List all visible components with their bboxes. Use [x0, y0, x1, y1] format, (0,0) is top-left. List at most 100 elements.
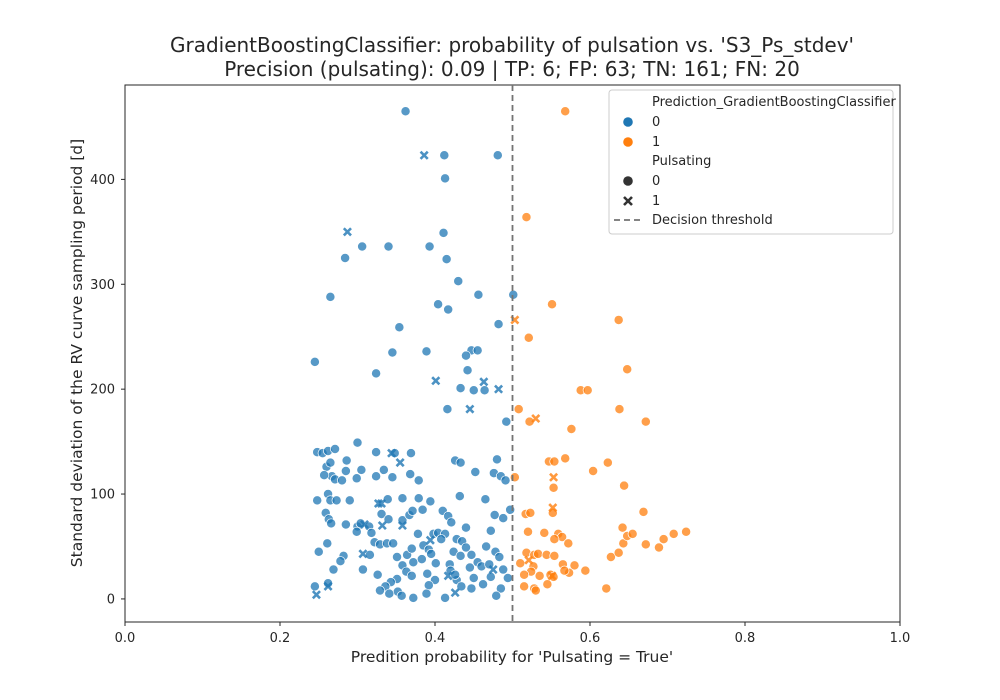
data-point-pred0-pulsating0 — [413, 475, 424, 486]
y-tick-label: 0 — [107, 592, 115, 607]
data-point-pred0-pulsating0 — [498, 564, 509, 575]
data-point-pred0-pulsating0 — [439, 150, 450, 161]
data-point-pred0-pulsating0 — [473, 289, 484, 300]
data-point-pred0-pulsating0 — [322, 538, 333, 549]
data-point-pred0-pulsating0 — [351, 473, 362, 484]
data-point-pred0-pulsating0 — [312, 495, 323, 506]
data-point-pred0-pulsating0 — [357, 564, 368, 575]
data-point-pred0-pulsating0 — [407, 505, 418, 516]
data-point-pred0-pulsating0 — [387, 347, 398, 358]
data-point-pred0-pulsating0 — [464, 562, 475, 573]
data-point-pred1-pulsating0 — [530, 585, 541, 596]
data-point-pred1-pulsating0 — [525, 507, 536, 518]
data-point-pred0-pulsating0 — [413, 493, 424, 504]
data-point-pred0-pulsating0 — [366, 527, 377, 538]
legend-marker-x — [623, 196, 633, 206]
data-point-pred0-pulsating0 — [446, 517, 457, 528]
data-point-pred0-pulsating0 — [492, 454, 502, 465]
legend-style-label-1: 1 — [652, 194, 660, 209]
data-point-pred1-pulsating0 — [519, 581, 530, 592]
data-point-pred1-pulsating0 — [613, 547, 624, 558]
data-point-pred0-pulsating0 — [392, 552, 402, 562]
data-point-pred0-pulsating0 — [405, 469, 416, 480]
data-point-pred1-pulsating1 — [524, 555, 534, 565]
data-point-pred0-pulsating0 — [384, 588, 395, 599]
data-point-pred1-pulsating1 — [548, 503, 558, 513]
data-point-pred0-pulsating0 — [489, 510, 500, 520]
legend-style-title: Pulsating — [652, 154, 711, 169]
data-point-pred0-pulsating0 — [400, 106, 411, 117]
data-point-pred0-pulsating0 — [371, 368, 382, 379]
legend-hue-label-0: 0 — [652, 115, 660, 130]
data-point-pred1-pulsating1 — [549, 472, 559, 482]
data-point-pred0-pulsating0 — [424, 241, 435, 252]
data-point-pred1-pulsating0 — [515, 558, 526, 569]
data-point-pred0-pulsating0 — [440, 592, 451, 603]
data-point-pred1-pulsating0 — [668, 528, 679, 539]
data-point-pred1-pulsating0 — [658, 534, 669, 545]
y-axis-label: Standard deviation of the RV curve sampl… — [68, 139, 86, 567]
data-point-pred0-pulsating0 — [406, 543, 417, 554]
data-point-pred0-pulsating1 — [488, 565, 498, 575]
data-point-pred1-pulsating0 — [602, 457, 613, 468]
data-point-pred0-pulsating0 — [356, 464, 367, 475]
data-point-pred0-pulsating1 — [377, 520, 387, 531]
data-point-pred1-pulsating0 — [549, 456, 560, 467]
data-point-pred0-pulsating0 — [421, 588, 432, 599]
legend-threshold-label: Decision threshold — [652, 213, 773, 228]
data-point-pred0-pulsating1 — [450, 588, 460, 598]
data-point-pred0-pulsating0 — [461, 522, 471, 533]
legend-marker-pred1 — [623, 137, 633, 147]
x-tick-label: 1.0 — [890, 631, 911, 646]
data-point-pred0-pulsating0 — [328, 564, 339, 575]
data-point-pred0-pulsating0 — [372, 569, 383, 580]
data-point-pred1-pulsating0 — [681, 526, 692, 537]
x-axis-ticks: 0.0 0.2 0.4 0.6 0.8 1.0 — [115, 622, 911, 646]
data-point-pred0-pulsating0 — [479, 385, 490, 396]
data-point-pred0-pulsating0 — [344, 495, 355, 506]
data-point-pred0-pulsating1 — [377, 498, 387, 509]
legend-style-label-0: 0 — [652, 174, 660, 189]
data-point-pred0-pulsating1 — [395, 458, 405, 468]
data-point-pred0-pulsating0 — [426, 548, 437, 559]
data-point-pred0-pulsating1 — [425, 535, 435, 545]
data-point-pred1-pulsating0 — [563, 538, 574, 549]
data-point-pred0-pulsating1 — [494, 384, 504, 394]
legend-marker-pred0 — [623, 117, 633, 127]
data-point-pred1-pulsating0 — [523, 332, 534, 343]
chart-title: GradientBoostingClassifier: probability … — [170, 33, 854, 57]
data-point-pred0-pulsating0 — [480, 494, 491, 505]
data-point-pred0-pulsating0 — [326, 518, 337, 529]
data-point-pred1-pulsating0 — [638, 506, 649, 517]
data-point-pred1-pulsating0 — [533, 548, 544, 559]
data-point-pred1-pulsating0 — [617, 522, 628, 533]
x-tick-label: 0.0 — [115, 631, 136, 646]
data-point-pred0-pulsating1 — [431, 376, 441, 386]
data-point-pred1-pulsating0 — [580, 565, 591, 576]
data-point-pred0-pulsating0 — [337, 475, 347, 486]
data-point-pred0-pulsating0 — [470, 467, 481, 477]
data-point-pred1-pulsating0 — [601, 583, 612, 594]
data-point-pred0-pulsating1 — [443, 571, 453, 581]
data-point-pred0-pulsating0 — [416, 554, 427, 565]
data-point-pred0-pulsating0 — [413, 528, 423, 539]
y-tick-label: 400 — [90, 173, 115, 188]
data-point-pred0-pulsating0 — [472, 345, 483, 356]
data-point-pred0-pulsating0 — [502, 572, 513, 583]
data-points — [309, 106, 692, 603]
data-point-pred0-pulsating0 — [408, 592, 419, 603]
data-point-pred0-pulsating0 — [501, 416, 512, 427]
data-point-pred0-pulsating1 — [479, 377, 489, 387]
data-point-pred0-pulsating0 — [340, 253, 351, 264]
data-point-pred1-pulsating1 — [547, 571, 557, 581]
data-point-pred0-pulsating1 — [397, 520, 407, 531]
data-point-pred0-pulsating0 — [456, 581, 467, 592]
data-point-pred0-pulsating0 — [383, 514, 394, 525]
data-point-pred0-pulsating0 — [397, 493, 408, 504]
data-point-pred0-pulsating0 — [455, 550, 466, 561]
y-axis-ticks: 0 100 200 300 400 — [90, 173, 125, 607]
data-point-pred1-pulsating0 — [627, 528, 638, 539]
data-point-pred0-pulsating0 — [454, 491, 465, 502]
x-tick-label: 0.4 — [425, 631, 446, 646]
data-point-pred0-pulsating0 — [441, 254, 452, 265]
